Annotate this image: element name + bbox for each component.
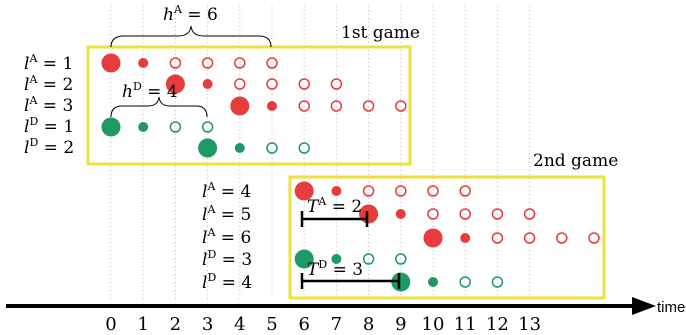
dot-g1-r3-t7-open [330, 100, 343, 112]
annotation-TD: TD = 3 [307, 258, 363, 280]
dot-g1-r5-t3-start [198, 138, 218, 158]
dot-g1-r5-t6-open [298, 142, 310, 154]
dot-g1-r1-t2-open [169, 57, 182, 69]
dot-g1-r2-t5-open [266, 78, 278, 90]
dot-g2-r3-t15-open [588, 232, 600, 244]
row-label-game1-4: lD = 1 [24, 115, 74, 137]
dot-g2-r2-t12-open [491, 208, 504, 220]
tick-label-7: 7 [331, 314, 342, 335]
dot-g2-r3-t12-open [491, 232, 504, 244]
annotation-TA: TA = 2 [307, 195, 362, 217]
bracket-TD [300, 273, 401, 289]
row-label-game2-2: lA = 5 [202, 203, 251, 225]
dot-g1-r4-t0-start [101, 117, 121, 137]
dot-g2-r3-t13-open [523, 232, 536, 244]
tick-label-2: 2 [170, 314, 181, 335]
dot-g1-r5-t4-filled [234, 143, 245, 153]
tick-label-6: 6 [298, 314, 309, 335]
row-label-game2-1: lA = 4 [202, 180, 251, 202]
brace-hA [110, 25, 272, 48]
tick-label-4: 4 [234, 314, 245, 335]
dot-g2-r1-t9-open [395, 185, 407, 197]
tick-labels: 0 1 2 3 4 5 6 7 8 9 10 11 12 13 [105, 314, 541, 335]
dot-g1-r5-t5-open [266, 142, 278, 154]
tick-label-5: 5 [266, 314, 277, 335]
dot-g2-r3-t14-open [556, 232, 568, 244]
tick-label-3: 3 [202, 314, 213, 335]
dot-g2-r1-t8-open [362, 185, 375, 197]
row-label-game1-2: lA = 2 [24, 73, 73, 95]
dot-g2-r2-t13-open [523, 208, 536, 220]
dot-g2-r5-t11-open [459, 276, 471, 288]
game-1-box [86, 45, 412, 166]
game-2-box [288, 175, 606, 300]
dot-g1-r1-t5-open [266, 57, 278, 69]
dot-g2-r2-t9-filled [395, 209, 406, 219]
annotation-hA: hA = 6 [163, 3, 218, 25]
tick-label-13: 13 [518, 314, 541, 335]
tick-label-8: 8 [363, 314, 374, 335]
dot-g1-r2-t2-start [165, 74, 185, 94]
dot-g1-r4-t1-filled [138, 122, 149, 132]
dot-g1-r3-t9-open [395, 100, 407, 112]
tick-label-0: 0 [105, 314, 116, 335]
dot-g2-r3-t10-start [423, 228, 443, 248]
dot-g2-r3-t11-filled [460, 233, 471, 243]
dot-g1-r1-t3-open [201, 57, 214, 69]
dot-g2-r1-t6-start [294, 181, 314, 201]
dot-g2-r4-t7-filled [331, 254, 342, 264]
time-axis-arrowhead [632, 297, 656, 315]
dot-g2-r1-t10-open [427, 185, 439, 197]
row-label-game1-5: lD = 2 [24, 136, 74, 158]
dot-g1-r2-t3-filled [202, 79, 213, 89]
row-label-game1-3: lA = 3 [24, 94, 73, 116]
dot-g1-r1-t0-start [101, 53, 121, 73]
tick-label-12: 12 [486, 314, 509, 335]
game-2-title: 2nd game [533, 151, 618, 171]
dot-g2-r4-t6-start [294, 249, 314, 269]
tick-label-1: 1 [137, 314, 148, 335]
row-label-game2-4: lD = 3 [202, 248, 252, 270]
dot-g2-r4-t8-open [362, 253, 375, 265]
dot-g1-r1-t1-filled [138, 58, 149, 68]
dot-g1-r2-t7-open [330, 78, 343, 90]
row-label-game1-1: lA = 1 [24, 52, 73, 74]
dot-g1-r3-t4-start [230, 96, 250, 116]
annotation-hD: hD = 4 [122, 80, 178, 102]
row-label-game2-5: lD = 4 [202, 271, 252, 293]
tick-label-10: 10 [422, 314, 445, 335]
game-1-title: 1st game [341, 23, 420, 43]
bracket-TA [300, 211, 369, 227]
dot-g2-r4-t9-open [395, 253, 407, 265]
dot-g2-r5-t12-open [491, 276, 504, 288]
dot-g1-r4-t3-open [201, 121, 214, 133]
dot-g1-r3-t5-filled [267, 101, 277, 111]
dot-g2-r2-t11-open [459, 208, 471, 220]
brace-hD [110, 96, 208, 118]
dot-g1-r3-t6-open [298, 100, 310, 112]
tick-label-11: 11 [454, 314, 477, 335]
dot-g2-r5-t10-filled [428, 277, 438, 287]
dot-g1-r3-t8-open [362, 100, 375, 112]
dot-g1-r4-t2-open [169, 121, 182, 133]
tick-label-9: 9 [395, 314, 406, 335]
dot-g2-r1-t11-open [459, 185, 471, 197]
dot-g1-r1-t4-open [234, 57, 246, 69]
dot-g2-r1-t7-filled [331, 186, 342, 196]
dots-layer [101, 53, 600, 292]
dot-g2-r2-t10-open [427, 208, 439, 220]
dot-g2-r5-t9-start [391, 272, 411, 292]
row-label-game2-3: lA = 6 [202, 226, 251, 248]
dot-g1-r2-t6-open [298, 78, 310, 90]
dot-g1-r2-t4-open [234, 78, 246, 90]
time-axis-label: time [657, 299, 685, 316]
